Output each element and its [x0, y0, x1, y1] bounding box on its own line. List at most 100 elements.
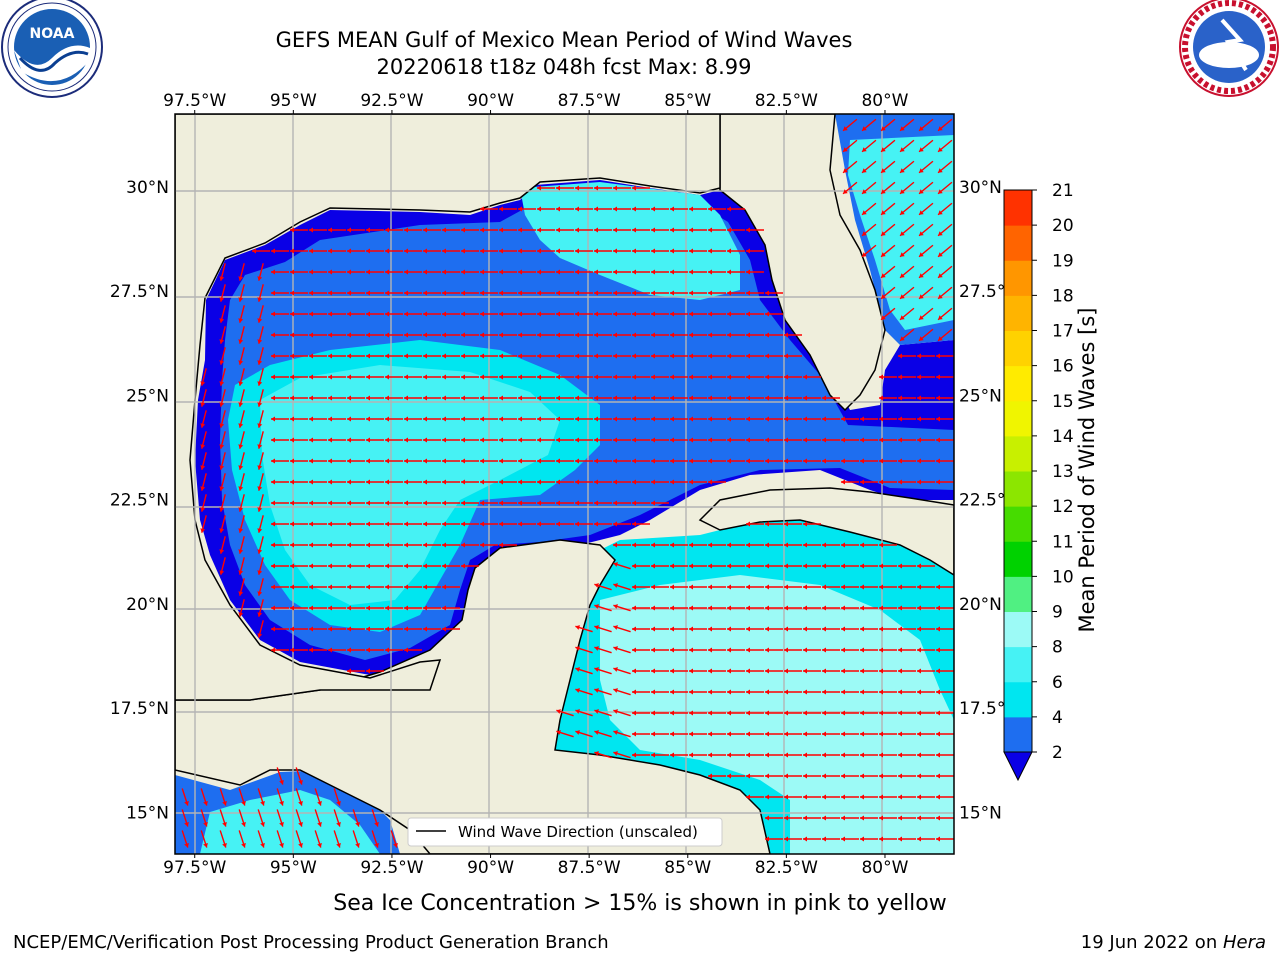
wind-arrow-head — [499, 458, 503, 464]
wind-arrow-head — [594, 374, 598, 380]
wind-arrow-head — [803, 710, 807, 716]
wind-arrow-head — [219, 297, 225, 302]
lon-tick-top: 90°W — [467, 91, 514, 111]
ne-gulf-cyan — [520, 182, 740, 300]
wind-arrow-head — [822, 752, 826, 758]
wind-arrow-head — [879, 374, 883, 380]
wind-arrow-head — [518, 374, 522, 380]
wind-arrow-head — [385, 479, 389, 485]
wind-arrow-head — [936, 584, 940, 590]
caribbean-light — [600, 575, 954, 854]
wind-arrow-head — [938, 210, 943, 215]
wind-arrow-head — [860, 605, 864, 611]
wind-arrow-head — [917, 731, 921, 737]
wind-arrow-head — [765, 626, 769, 632]
wind-arrow-head — [860, 668, 864, 674]
wind-arrow-head — [746, 584, 750, 590]
wind-arrow-head — [898, 815, 902, 821]
wind-arrow-head — [238, 549, 244, 554]
wind-arrow-head — [290, 248, 294, 254]
wind-arrow-head — [309, 374, 313, 380]
lon-tick-bottom: 92.5°W — [360, 858, 423, 878]
colorbar-label: Mean Period of Wind Waves [s] — [1075, 307, 1099, 633]
wind-arrow-head — [689, 668, 693, 674]
wind-arrow-head — [632, 248, 636, 254]
wind-arrow-head — [404, 521, 408, 527]
wind-arrow-head — [708, 605, 712, 611]
wind-arrow-head — [461, 227, 465, 233]
wind-arrow-head — [822, 647, 826, 653]
colorbar-tick-label: 12 — [1052, 497, 1074, 517]
wind-arrow-head — [917, 815, 921, 821]
wind-arrow-head — [727, 227, 731, 233]
wind-arrow-head — [936, 374, 940, 380]
wind-arrow-head — [219, 549, 225, 554]
wind-arrow-head — [366, 542, 370, 548]
wind-arrow-head — [613, 269, 617, 275]
wind-arrow-head — [936, 773, 940, 779]
wind-arrow-head — [537, 395, 541, 401]
wind-arrow-head — [537, 185, 541, 191]
wind-arrow-head — [556, 248, 560, 254]
wind-arrow-head — [423, 416, 427, 422]
wind-arrow-head — [423, 353, 427, 359]
wind-arrow-head — [499, 227, 503, 233]
lat-tick-left: 27.5°N — [110, 282, 169, 302]
wind-arrow-head — [290, 584, 294, 590]
wind-arrow-head — [238, 339, 244, 344]
wind-arrow-head — [366, 332, 370, 338]
wind-arrow-head — [317, 842, 322, 848]
colorbar-segment — [1004, 611, 1032, 648]
colorbar-tick-label: 10 — [1052, 567, 1074, 587]
wind-arrow-head — [938, 189, 943, 194]
wind-arrow-head — [290, 353, 294, 359]
wind-arrow-head — [260, 821, 265, 827]
wind-arrow-head — [537, 206, 541, 212]
wind-arrow-head — [727, 437, 731, 443]
wind-arrow-head — [670, 437, 674, 443]
wind-arrow-head — [803, 521, 807, 527]
wind-arrow-head — [219, 402, 225, 407]
wind-arrow-head — [651, 731, 655, 737]
colorbar-segment — [1004, 541, 1032, 577]
colorbar-tick-label: 11 — [1052, 532, 1074, 552]
wind-arrow-head — [366, 311, 370, 317]
wind-arrow-head — [241, 842, 246, 848]
wind-arrow-head — [219, 423, 225, 428]
colorbar-tick-label: 8 — [1052, 638, 1063, 658]
wind-arrow-head — [613, 709, 618, 714]
wind-arrow-head — [374, 842, 379, 848]
wind-arrow-head — [651, 689, 655, 695]
pacific-cyan — [200, 790, 380, 854]
wind-arrow-head — [594, 646, 599, 651]
wind-arrow-head — [518, 290, 522, 296]
colorbar-segment — [1004, 576, 1032, 612]
wind-arrow-head — [404, 500, 408, 506]
wind-arrow-head — [727, 563, 731, 569]
wind-arrow-head — [860, 773, 864, 779]
wind-arrow-head — [290, 227, 294, 233]
wind-arrow-head — [298, 800, 303, 806]
wind-arrow-head — [900, 336, 905, 341]
wind-arrow-head — [219, 339, 225, 344]
wind-arrow-head — [689, 626, 693, 632]
wind-arrow-head — [200, 381, 206, 386]
wind-arrow-head — [765, 332, 769, 338]
wind-arrow-head — [803, 584, 807, 590]
wind-arrow-head — [727, 626, 731, 632]
wind-arrow-head — [537, 521, 541, 527]
wind-arrow-head — [537, 458, 541, 464]
wind-arrow-head — [670, 311, 674, 317]
wind-arrow-head — [385, 626, 389, 632]
wind-arrow-head — [613, 437, 617, 443]
wind-arrow-head — [841, 584, 845, 590]
wind-arrow-head — [917, 584, 921, 590]
wind-arrow-head — [271, 374, 275, 380]
wind-arrow-head — [746, 374, 750, 380]
wind-arrow-head — [843, 126, 848, 131]
lat-tick-left: 15°N — [126, 803, 169, 823]
lon-tick-bottom: 95°W — [270, 858, 317, 878]
wind-arrow-head — [803, 668, 807, 674]
wind-arrow-head — [898, 605, 902, 611]
wind-arrow-head — [746, 731, 750, 737]
